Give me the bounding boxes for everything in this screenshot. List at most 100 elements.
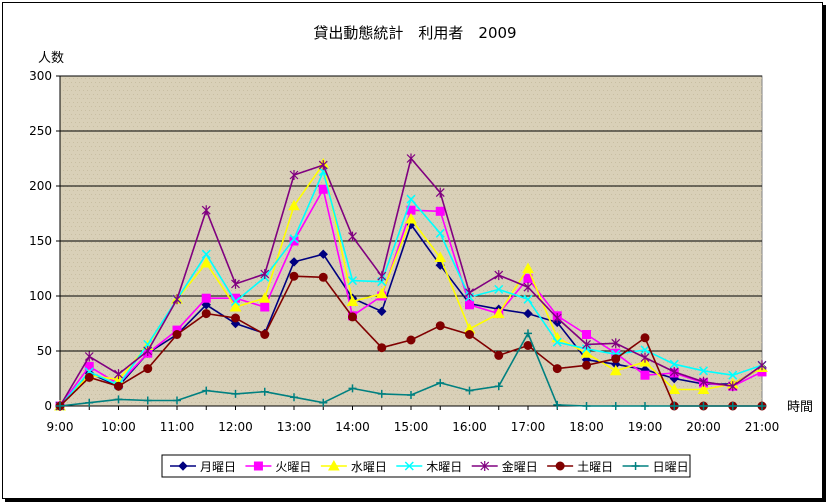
data-point [231, 278, 240, 289]
data-point [318, 167, 328, 177]
data-point [375, 287, 388, 299]
data-point [260, 269, 270, 279]
x-tick-label: 19:00 [628, 420, 663, 434]
data-point [260, 302, 270, 312]
data-point [231, 389, 240, 398]
data-point [757, 360, 767, 371]
legend-item: 木曜日 [396, 460, 462, 474]
data-point [173, 396, 181, 405]
data-point [435, 228, 445, 238]
data-point [728, 381, 738, 392]
x-tick-label: 13:00 [277, 420, 312, 434]
data-point [640, 333, 650, 343]
data-point [699, 376, 708, 387]
series-5 [55, 153, 767, 411]
data-point [84, 372, 94, 382]
data-point [465, 330, 474, 339]
data-point [552, 337, 562, 347]
data-point [465, 386, 474, 395]
data-point [697, 383, 710, 394]
data-point [172, 294, 182, 305]
data-point [406, 335, 416, 345]
data-point [552, 313, 562, 323]
data-point [523, 341, 533, 350]
data-point [523, 308, 533, 319]
data-point [465, 287, 474, 298]
data-point [84, 351, 94, 362]
legend-marker [404, 461, 414, 471]
data-point [494, 350, 504, 360]
legend-label: 木曜日 [426, 460, 462, 474]
data-point [202, 386, 211, 395]
data-point [143, 346, 153, 356]
data-point [435, 321, 445, 331]
legend-marker [253, 461, 263, 471]
data-point [114, 395, 123, 404]
x-tick-label: 11:00 [160, 420, 195, 434]
data-point [611, 402, 620, 410]
data-point [405, 212, 417, 224]
data-point [670, 402, 679, 410]
legend-label: 日曜日 [653, 460, 689, 474]
x-tick-label: 16:00 [452, 420, 487, 434]
data-point [728, 370, 738, 380]
data-point [260, 387, 269, 396]
data-point [348, 231, 357, 242]
legend-item: 金曜日 [471, 459, 538, 474]
data-point [346, 295, 359, 306]
data-point [229, 300, 242, 312]
x-tick-label: 14:00 [335, 420, 370, 434]
data-point [434, 251, 447, 262]
data-point [290, 393, 298, 402]
data-point [522, 262, 534, 273]
data-point [582, 360, 591, 370]
data-point [258, 292, 271, 303]
data-point [143, 396, 152, 405]
legend-label: 火曜日 [275, 460, 311, 474]
legend-item: 火曜日 [245, 460, 311, 474]
x-tick-label: 17:00 [511, 420, 546, 434]
data-point [319, 398, 328, 407]
data-point [669, 359, 679, 369]
data-point [289, 170, 299, 180]
legend-item: 日曜日 [622, 460, 689, 474]
y-tick-label: 100 [29, 289, 52, 303]
y-tick-label: 150 [29, 234, 52, 248]
axes: 0 50 100 150 200 250 300 9:00 10:00 11:00 12:00 13:… [29, 69, 779, 434]
data-point [611, 338, 621, 349]
y-axis-label: 人数 [38, 51, 64, 66]
legend-item: 土曜日 [547, 460, 613, 474]
data-point [377, 306, 387, 317]
data-point [668, 383, 681, 394]
data-point [436, 378, 445, 387]
x-tick-label: 20:00 [686, 420, 721, 434]
data-point [406, 153, 416, 164]
data-point [640, 345, 650, 355]
legend: 月曜日 火曜日 水曜日 木曜日 金曜日 土曜日 日曜日 [161, 454, 691, 478]
data-point [582, 402, 591, 410]
data-point [699, 402, 708, 410]
data-point [494, 382, 503, 391]
y-tick-label: 200 [29, 179, 52, 193]
data-point [289, 271, 299, 281]
data-point [669, 366, 679, 377]
y-tick-label: 300 [29, 69, 52, 83]
data-point [318, 249, 328, 259]
data-point [435, 187, 445, 198]
data-point [201, 309, 211, 319]
data-point [494, 284, 504, 294]
y-tick-label: 250 [29, 124, 52, 138]
legend-marker [480, 461, 490, 471]
y-tick-label: 50 [37, 344, 52, 358]
data-point [377, 343, 387, 353]
data-point [553, 400, 562, 409]
legend-label: 金曜日 [502, 459, 538, 474]
data-point [582, 339, 591, 350]
data-point [640, 370, 650, 380]
x-axis-label: 時間 [787, 400, 813, 415]
data-point [200, 256, 213, 268]
legend-marker [328, 459, 340, 471]
data-point [201, 205, 211, 216]
chart-title: 貸出動態統計 利用者 2009 [313, 24, 516, 42]
